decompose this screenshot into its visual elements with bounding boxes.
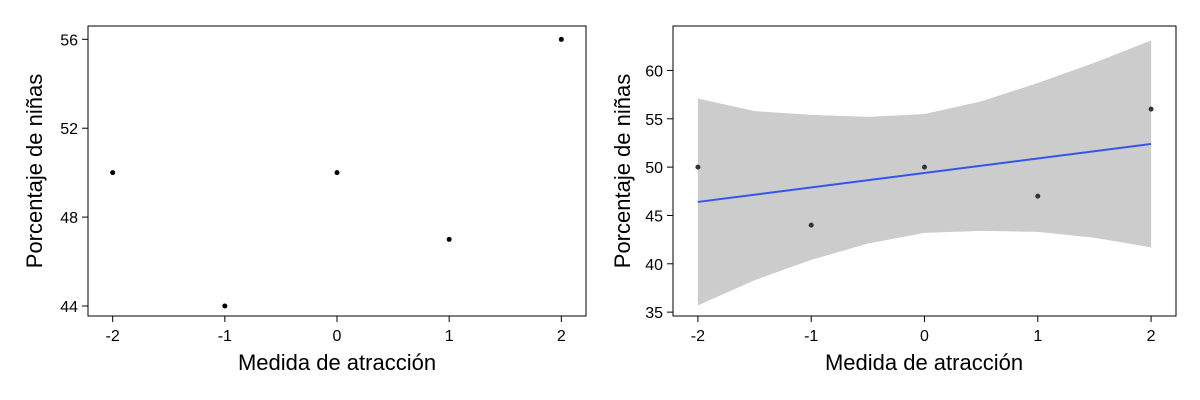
right-data-point [695, 164, 701, 170]
left-y-tick-label: 48 [60, 210, 78, 227]
right-y-axis-title: Porcentaje de niñas [610, 74, 635, 268]
right-x-tick-label: -1 [804, 328, 818, 345]
right-regression-line [697, 142, 1152, 203]
right-y-tick-label: 60 [645, 63, 663, 80]
left-data-point [558, 36, 564, 42]
left-x-axis-title: Medida de atracción [238, 350, 436, 375]
left-y-tick-label: 56 [60, 32, 78, 49]
right-x-tick-label: 1 [1033, 328, 1042, 345]
right-x-tick-label: -2 [691, 328, 705, 345]
left-x-tick-label: 1 [445, 328, 454, 345]
left-data-point [222, 303, 228, 309]
right-y-tick-label: 50 [645, 160, 663, 177]
left-y-axis-title: Porcentaje de niñas [22, 74, 47, 268]
right-data-point [922, 164, 927, 170]
right-data-point [1035, 193, 1041, 199]
left-x-tick-label: -1 [218, 328, 232, 345]
left-data-point [110, 170, 116, 176]
left-data-point [334, 170, 340, 176]
right-regression-panel: -2 -1 0 1 2 35 40 45 50 55 60 Medida de atracción… [610, 25, 1177, 375]
right-data-point [1148, 106, 1154, 112]
left-data-point [446, 236, 452, 242]
right-y-tick-label: 40 [645, 257, 663, 274]
left-x-tick-label: -2 [106, 328, 120, 345]
left-y-tick-label: 52 [60, 121, 78, 138]
left-y-tick-label: 44 [60, 299, 78, 316]
right-y-tick-label: 55 [645, 112, 663, 129]
right-x-tick-label: 0 [920, 328, 929, 345]
left-x-tick-label: 2 [557, 328, 566, 345]
right-x-tick-label: 2 [1147, 328, 1156, 345]
right-data-point [808, 222, 814, 228]
right-y-tick-label: 45 [645, 208, 663, 225]
left-x-tick-label: 0 [333, 328, 342, 345]
right-y-tick-label: 35 [645, 305, 663, 322]
right-x-axis-title: Medida de atracción [825, 350, 1023, 375]
left-scatter-panel: -2 -1 0 1 2 44 48 52 56 Medida de atracción Por… [22, 25, 587, 375]
